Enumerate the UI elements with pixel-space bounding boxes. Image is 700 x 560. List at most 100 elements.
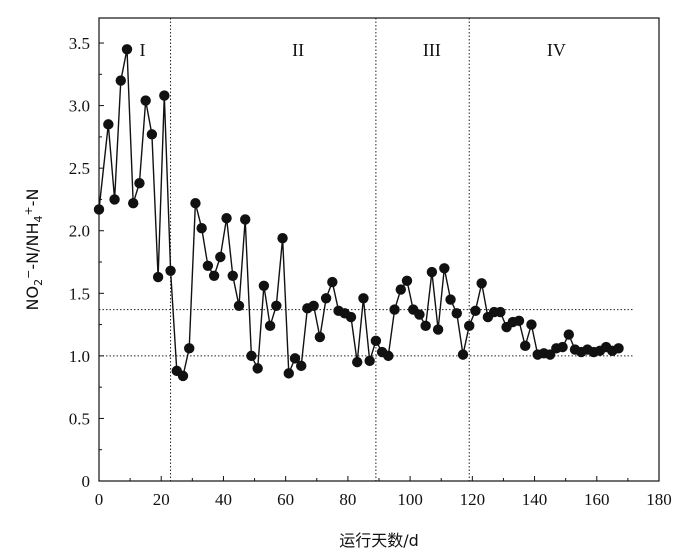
series-points <box>93 44 624 382</box>
data-point <box>314 331 326 343</box>
data-point <box>383 350 394 362</box>
data-point <box>476 278 487 289</box>
y-tick-label-6: 3.0 <box>69 97 90 116</box>
y-title-sub: 4 <box>32 216 45 223</box>
data-point <box>358 293 369 304</box>
phase-label-3: IV <box>547 40 566 60</box>
x-tick-label-0: 0 <box>95 490 104 509</box>
data-point <box>202 260 214 271</box>
y-title-sup: + <box>22 206 35 215</box>
data-point <box>128 198 139 209</box>
data-point <box>109 194 120 205</box>
plot-frame <box>98 17 660 482</box>
data-point <box>289 353 301 364</box>
data-point <box>401 275 413 286</box>
y-title-sub: 2 <box>32 279 45 286</box>
y-tick-label-7: 3.5 <box>69 34 90 53</box>
data-point <box>613 343 624 354</box>
data-point <box>557 341 568 353</box>
data-point <box>277 233 288 244</box>
data-point <box>296 360 307 372</box>
data-point <box>121 44 133 55</box>
data-point <box>146 129 158 140</box>
data-point <box>283 368 294 379</box>
x-tick-label-9: 180 <box>646 490 672 509</box>
y-tick-label-2: 1.0 <box>69 347 90 366</box>
y-tick-label-1: 0.5 <box>69 409 90 428</box>
series-line <box>98 49 619 378</box>
data-point <box>345 311 357 323</box>
data-point <box>320 293 332 304</box>
x-tick-label-3: 60 <box>277 490 294 509</box>
data-point <box>208 270 220 281</box>
data-point <box>563 329 574 340</box>
data-point <box>370 335 382 347</box>
data-point <box>184 343 195 354</box>
y-tick-label-3: 1.5 <box>69 284 90 303</box>
x-tick-label-4: 80 <box>339 490 356 509</box>
y-title-part: NO <box>23 286 42 311</box>
phase-label-1: II <box>292 40 304 60</box>
phase-labels: I II III IV <box>140 40 566 60</box>
data-point <box>352 356 363 368</box>
data-point <box>221 213 232 224</box>
phase-divider-lines <box>170 18 470 481</box>
data-point <box>389 304 400 315</box>
x-tick-labels: 0 20 40 60 80 100 120 140 160 180 <box>95 490 672 509</box>
data-point <box>227 270 238 281</box>
phase-label-0: I <box>140 40 146 60</box>
data-point <box>271 300 282 312</box>
y-axis-title: NO2−-N/NH4+-N <box>22 189 45 311</box>
data-point <box>457 349 469 360</box>
data-point <box>190 198 201 209</box>
data-point <box>364 355 375 367</box>
x-tick-label-7: 140 <box>522 490 548 509</box>
data-point <box>432 324 444 335</box>
x-tick-label-6: 120 <box>460 490 486 509</box>
data-point <box>526 319 537 330</box>
y-title-part: -N/NH <box>23 223 42 270</box>
data-point <box>246 350 257 362</box>
data-point <box>165 265 176 276</box>
axes <box>98 17 660 482</box>
data-point <box>152 271 164 283</box>
data-point <box>445 294 456 305</box>
data-point <box>240 214 251 225</box>
data-point <box>140 95 151 106</box>
data-point <box>115 75 126 86</box>
y-tick-label-0: 0 <box>82 472 91 491</box>
x-tick-label-2: 40 <box>215 490 232 509</box>
data-point <box>93 204 105 215</box>
data-point <box>520 340 531 352</box>
data-point <box>395 284 406 295</box>
y-title-part: -N <box>23 189 42 207</box>
axis-titles: 运行天数/d NO2−-N/NH4+-N <box>22 189 419 550</box>
data-point <box>264 320 276 332</box>
data-point <box>470 305 481 317</box>
y-title-sup: − <box>22 270 35 279</box>
data-point <box>233 300 245 312</box>
series-line-group <box>98 49 619 378</box>
data-point <box>134 177 145 189</box>
data-point <box>159 90 170 101</box>
y-tick-labels: 0 0.5 1.0 1.5 2.0 2.5 3.0 3.5 <box>69 34 90 491</box>
data-point <box>464 320 475 332</box>
x-tick-label-5: 100 <box>397 490 423 509</box>
data-point <box>513 315 525 327</box>
data-point <box>327 276 338 288</box>
data-point <box>177 370 189 382</box>
data-point <box>439 263 450 274</box>
x-tick-label-8: 160 <box>584 490 610 509</box>
data-point <box>308 300 319 312</box>
data-point <box>451 308 462 319</box>
data-point <box>495 306 506 318</box>
data-point <box>196 223 207 234</box>
data-point <box>103 119 114 130</box>
y-tick-label-4: 2.0 <box>69 222 90 241</box>
phase-label-2: III <box>423 40 441 60</box>
x-axis-title: 运行天数/d <box>339 531 419 550</box>
data-point <box>258 280 270 291</box>
data-point <box>414 309 425 320</box>
